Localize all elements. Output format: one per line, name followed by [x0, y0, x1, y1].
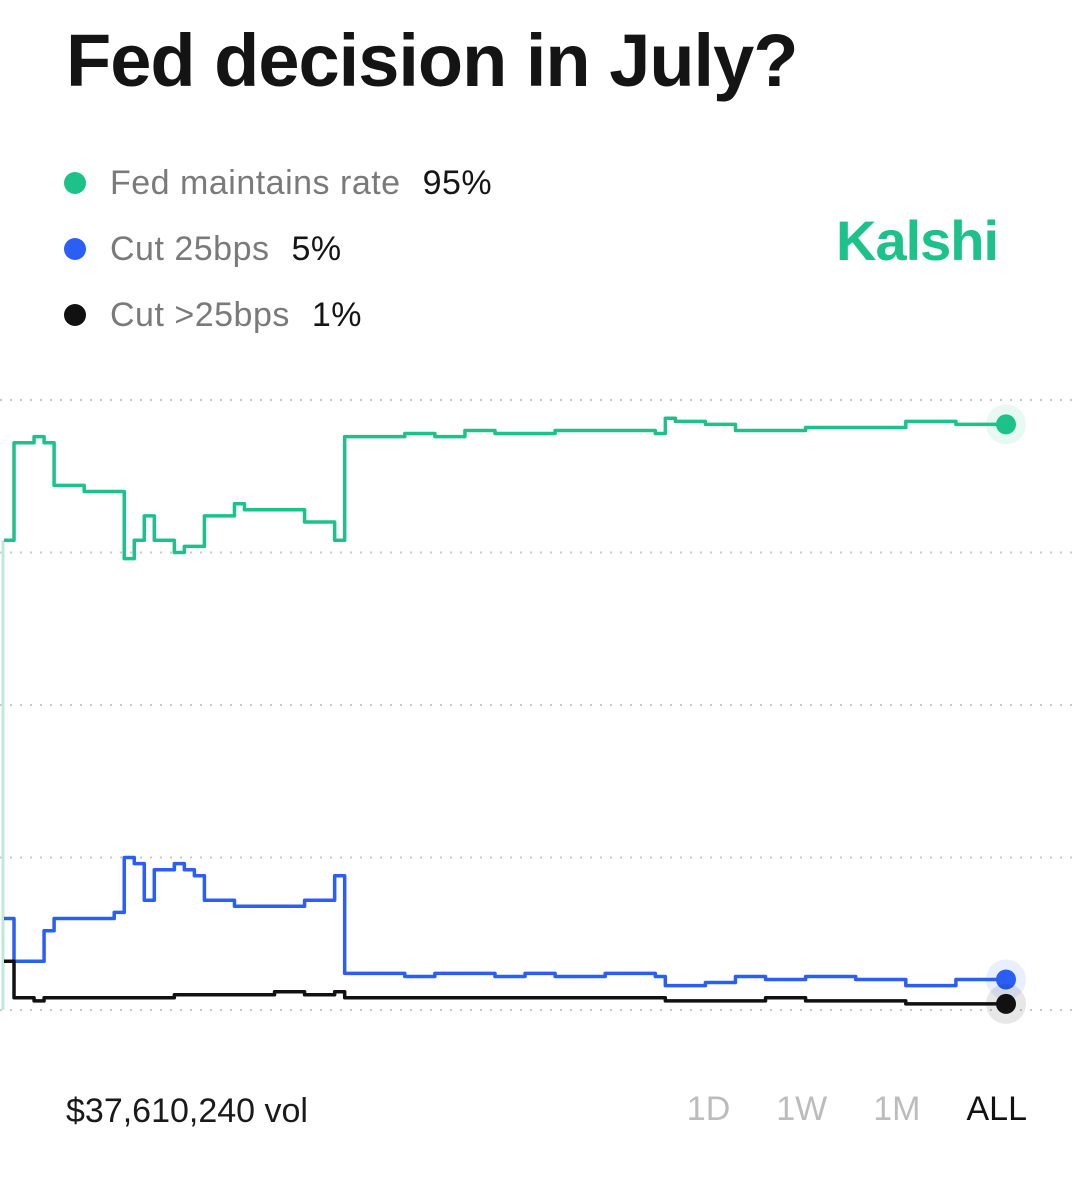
volume-label: $37,610,240 vol: [66, 1092, 308, 1130]
legend-label-cut25: Cut 25bps: [110, 229, 270, 268]
legend-item-cut25: Cut 25bps 5%: [64, 216, 492, 282]
legend-value-maintain: 95%: [422, 163, 493, 202]
range-selector: 1D 1W 1M ALL: [641, 1090, 1027, 1129]
legend-value-cut-over25: 1%: [311, 295, 362, 334]
legend-item-cut-over25: Cut >25bps 1%: [64, 282, 492, 348]
series-line-2: [4, 959, 1006, 1006]
range-button-1w[interactable]: 1W: [776, 1090, 828, 1128]
page-title: Fed decision in July?: [66, 19, 798, 102]
kalshi-logo: Kalshi: [836, 209, 999, 272]
range-button-all[interactable]: ALL: [966, 1090, 1028, 1128]
legend-item-maintain: Fed maintains rate 95%: [64, 150, 492, 216]
series-line-1: [4, 855, 1006, 988]
legend-dot-cut25-icon: [64, 238, 86, 260]
legend-value-cut25: 5%: [291, 229, 342, 268]
legend: Fed maintains rate 95% Cut 25bps 5% Cut …: [64, 150, 492, 348]
series-end-point-2: [996, 993, 1016, 1014]
legend-dot-cut-over25-icon: [64, 304, 86, 326]
probability-chart: [0, 399, 1073, 1024]
range-button-1d[interactable]: 1D: [686, 1090, 731, 1128]
series-end-point-0: [996, 414, 1016, 435]
series-line-0: [4, 416, 1006, 561]
legend-label-maintain: Fed maintains rate: [110, 163, 401, 202]
legend-dot-maintain-icon: [64, 172, 86, 194]
series-end-point-1: [996, 969, 1016, 990]
legend-label-cut-over25: Cut >25bps: [110, 295, 290, 334]
range-button-1m[interactable]: 1M: [873, 1090, 921, 1128]
